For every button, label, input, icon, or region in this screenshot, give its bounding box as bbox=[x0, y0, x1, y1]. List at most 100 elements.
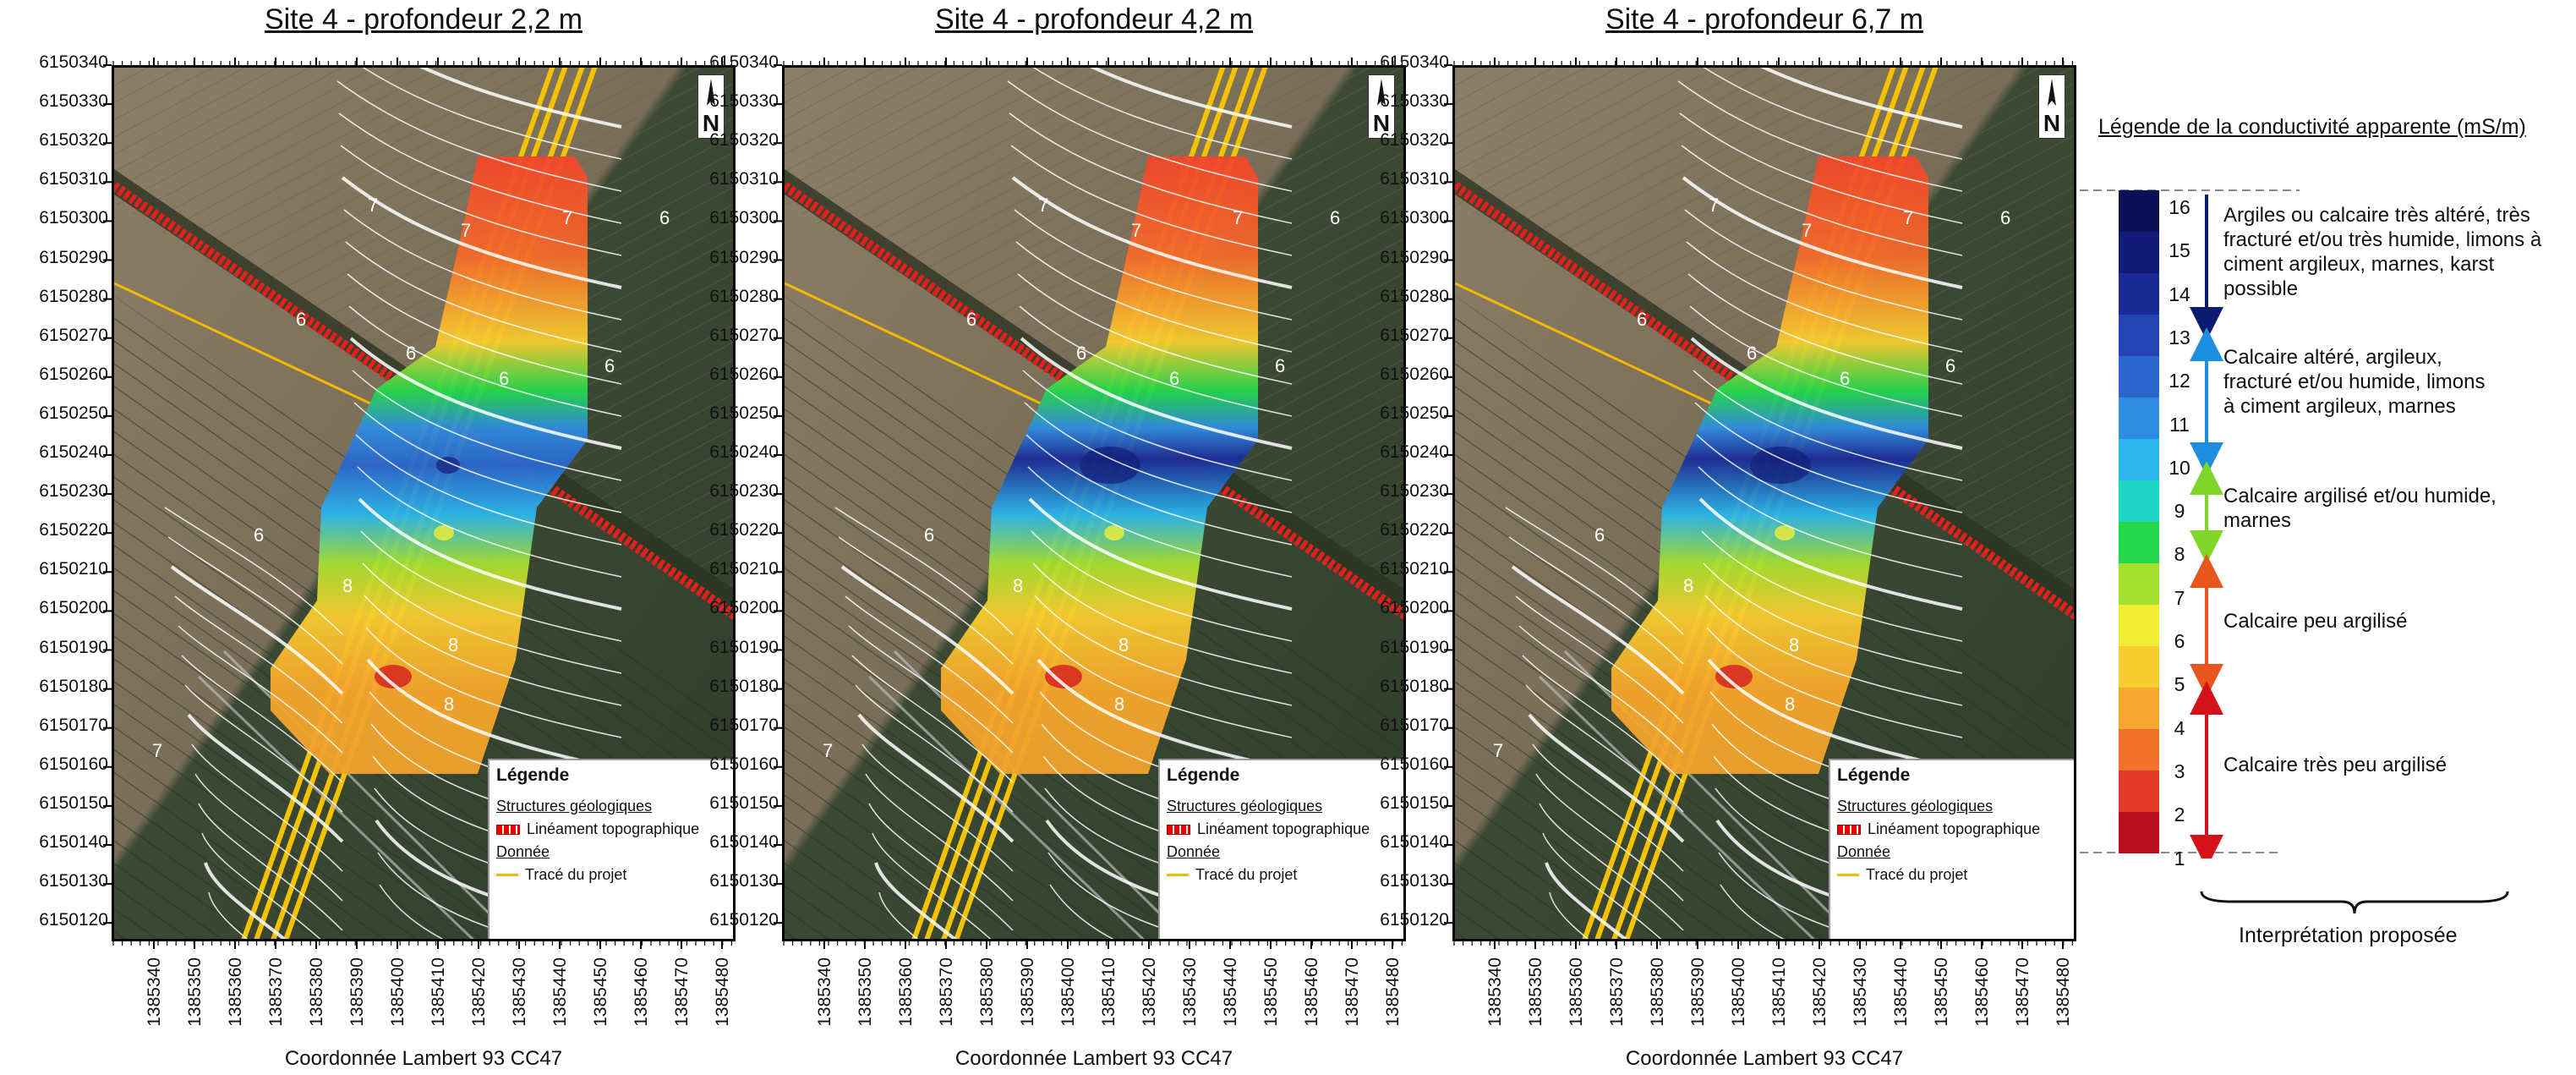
colorbar-segment bbox=[2119, 605, 2159, 647]
x-tick-label: 1385480 bbox=[2054, 957, 2073, 1027]
x-tick-label: 1385400 bbox=[388, 957, 407, 1027]
x-tick-label: 1385340 bbox=[815, 957, 834, 1027]
y-tick-label: 6150260 bbox=[709, 364, 779, 384]
contour-label: 6 bbox=[966, 309, 976, 330]
colorbar-segment bbox=[2119, 771, 2159, 813]
map-legend: Légende Structures géologiques Linéament… bbox=[1158, 759, 1403, 939]
contour-label: 6 bbox=[2000, 207, 2010, 228]
map-area: 7 7 7 6 6 6 6 6 6 8 8 7 8 N Légende Structures géolog… bbox=[782, 65, 1406, 941]
contour-label: 7 bbox=[1903, 207, 1913, 228]
y-tick-label: 6150270 bbox=[709, 325, 779, 345]
x-tick-label: 1385370 bbox=[1607, 957, 1627, 1027]
colorbar-value: 2 bbox=[2174, 804, 2185, 826]
y-tick-label: 6150180 bbox=[1380, 676, 1449, 696]
conductivity-legend-title: Légende de la conductivité apparente (mS… bbox=[2098, 115, 2526, 139]
y-tick-label: 6150170 bbox=[709, 715, 779, 735]
colorbar-value: 9 bbox=[2174, 500, 2185, 523]
y-tick-label: 6150230 bbox=[39, 481, 108, 502]
colorbar-segment bbox=[2119, 522, 2159, 564]
y-tick-label: 6150220 bbox=[709, 520, 779, 540]
y-tick-label: 6150340 bbox=[709, 52, 779, 72]
colorbar-segment bbox=[2119, 190, 2159, 233]
y-tick-label: 6150260 bbox=[39, 364, 108, 384]
x-tick-label: 1385410 bbox=[429, 957, 448, 1027]
map-legend-section-data: Donnée bbox=[496, 843, 550, 860]
contour-label: 6 bbox=[406, 343, 416, 364]
y-tick-label: 6150250 bbox=[709, 403, 779, 423]
map-legend-item-project: Tracé du projet bbox=[1837, 866, 2067, 884]
y-tick-label: 6150300 bbox=[1380, 208, 1449, 228]
map-legend-item-lineament: Linéament topographique bbox=[496, 820, 726, 838]
x-tick-label: 1385380 bbox=[307, 957, 326, 1027]
contour-label: 8 bbox=[1118, 634, 1129, 655]
contour-label: 6 bbox=[1747, 343, 1757, 364]
contour-label: 6 bbox=[1945, 355, 1955, 376]
y-tick-label: 6150200 bbox=[709, 598, 779, 618]
map-legend-item-project: Tracé du projet bbox=[1167, 866, 1397, 884]
y-tick-label: 6150160 bbox=[1380, 754, 1449, 774]
contour-label: 7 bbox=[152, 740, 162, 761]
colorbar-value: 3 bbox=[2174, 760, 2185, 782]
colorbar-segment bbox=[2119, 480, 2159, 523]
x-tick-label: 1385430 bbox=[510, 957, 529, 1027]
interpretation-bracket-label: Interprétation proposée bbox=[2239, 924, 2458, 947]
interpretation-2: Calcaire altéré, argileux, fracturé et/o… bbox=[2223, 346, 2486, 418]
y-tick-label: 6150170 bbox=[1380, 715, 1449, 735]
colorbar-segment bbox=[2119, 646, 2159, 688]
contour-label: 7 bbox=[461, 220, 471, 241]
colorbar-segment bbox=[2119, 729, 2159, 771]
x-tick-label: 1385390 bbox=[347, 957, 367, 1027]
contour-label: 6 bbox=[1637, 309, 1647, 330]
x-tick-label: 1385440 bbox=[550, 957, 570, 1027]
x-tick-label: 1385360 bbox=[1567, 957, 1586, 1027]
contour-label: 7 bbox=[1038, 195, 1048, 216]
x-tick-label: 1385430 bbox=[1851, 957, 1870, 1027]
x-tick-label: 1385350 bbox=[185, 957, 205, 1027]
interpretation-1: Argiles ou calcaire très altéré, très fr… bbox=[2223, 204, 2542, 300]
y-tick-label: 6150270 bbox=[1380, 325, 1449, 345]
contour-label: 7 bbox=[1131, 220, 1141, 241]
map-legend-section-structures: Structures géologiques bbox=[1167, 798, 1323, 814]
y-tick-label: 6150190 bbox=[39, 637, 108, 657]
y-tick-label: 6150150 bbox=[1380, 793, 1449, 813]
colorbar-segment bbox=[2119, 273, 2159, 315]
contour-label: 6 bbox=[1076, 343, 1086, 364]
y-tick-label: 6150280 bbox=[1380, 286, 1449, 306]
y-tick-label: 6150330 bbox=[1380, 91, 1449, 112]
interpretation-4: Calcaire peu argilisé bbox=[2223, 610, 2408, 633]
y-tick-label: 6150200 bbox=[39, 598, 108, 618]
legend-dashed-lines bbox=[2080, 189, 2300, 853]
y-tick-label: 6150190 bbox=[1380, 637, 1449, 657]
x-tick-label: 1385460 bbox=[632, 957, 651, 1027]
colorbar-value: 12 bbox=[2169, 370, 2190, 392]
map-legend-title: Légende bbox=[1837, 765, 1911, 785]
colorbar-value: 16 bbox=[2169, 196, 2190, 218]
y-tick-label: 6150130 bbox=[39, 871, 108, 891]
y-tick-label: 6150230 bbox=[1380, 481, 1449, 502]
contour-label: 6 bbox=[659, 207, 670, 228]
colorbar-segment bbox=[2119, 688, 2159, 730]
contour-label: 6 bbox=[924, 524, 934, 546]
lineament-swatch bbox=[496, 824, 520, 835]
x-tick-label: 1385420 bbox=[1810, 957, 1829, 1027]
y-tick-label: 6150140 bbox=[709, 832, 779, 852]
map-legend-section-structures: Structures géologiques bbox=[496, 798, 653, 814]
colorbar-segment bbox=[2119, 356, 2159, 398]
contour-label: 8 bbox=[1683, 575, 1693, 596]
x-tick-label: 1385430 bbox=[1180, 957, 1200, 1027]
colorbar-value: 1 bbox=[2174, 847, 2185, 869]
contour-label: 8 bbox=[1114, 694, 1124, 715]
colorbar-value: 5 bbox=[2174, 673, 2185, 696]
x-axis-label: Coordonnée Lambert 93 CC47 bbox=[954, 1047, 1233, 1070]
y-tick-label: 6150330 bbox=[39, 91, 108, 112]
contour-label: 7 bbox=[1493, 740, 1503, 761]
panel-title: Site 4 - profondeur 6,7 m bbox=[1605, 3, 1924, 36]
map-legend: Légende Structures géologiques Linéament… bbox=[488, 759, 733, 939]
map-legend-section-data: Donnée bbox=[1837, 843, 1891, 860]
lineament-label: Linéament topographique bbox=[527, 820, 700, 837]
contour-label: 6 bbox=[1275, 355, 1285, 376]
colorbar-segment bbox=[2119, 563, 2159, 606]
x-tick-label: 1385380 bbox=[977, 957, 997, 1027]
y-tick-label: 6150340 bbox=[1380, 52, 1449, 72]
x-tick-label: 1385340 bbox=[1485, 957, 1505, 1027]
